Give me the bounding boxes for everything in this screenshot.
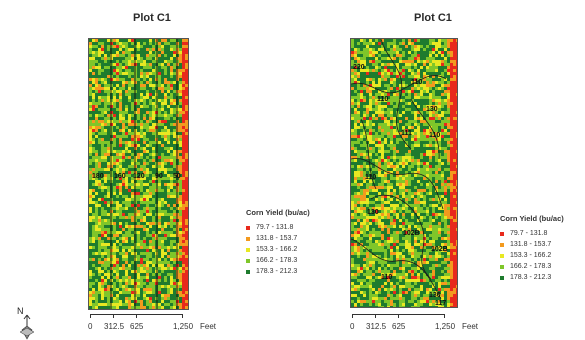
- soil-unit-label: 110: [377, 96, 388, 103]
- yield-legend-left: Corn Yield (bu/ac) 79.7 - 131.8 131.8 - …: [246, 208, 310, 277]
- soil-unit-label: 110: [411, 79, 422, 86]
- scale-tick: [90, 314, 91, 318]
- legend-item: 153.3 - 166.2: [246, 244, 310, 255]
- legend-item: 79.7 - 131.8: [246, 222, 310, 233]
- scale-label: 312.5: [104, 322, 125, 331]
- soil-boundary: [351, 157, 444, 210]
- north-label: N: [17, 306, 24, 316]
- scale-label: 0: [88, 322, 93, 331]
- scale-label: 625: [392, 322, 406, 331]
- scale-tick: [444, 314, 445, 318]
- legend-swatch: [500, 242, 504, 247]
- soil-unit-label: 130: [429, 292, 441, 299]
- legend-swatch: [246, 236, 250, 241]
- yield-map-left[interactable]: 180 160 120 90 50: [88, 38, 189, 310]
- soil-unit-label: 220: [353, 64, 365, 71]
- soil-boundary: [360, 118, 377, 190]
- soil-unit-label: 110: [429, 132, 440, 139]
- yield-map-left-canvas: 180 160 120 90 50: [89, 39, 188, 309]
- soil-unit-label: 110: [365, 174, 376, 181]
- map-title-right: Plot C1: [414, 12, 452, 24]
- soil-unit-label: 111: [401, 130, 412, 137]
- legend-swatch: [500, 264, 504, 269]
- scale-units: Feet: [200, 322, 217, 331]
- zone-label: 120: [133, 173, 145, 180]
- legend-item: 178.3 - 212.3: [246, 266, 310, 277]
- soil-boundary: [410, 98, 440, 160]
- scale-label: 625: [130, 322, 144, 331]
- zone-label: 90: [155, 173, 163, 180]
- zone-label: 160: [114, 173, 126, 180]
- zone-label: 50: [173, 173, 181, 180]
- soil-boundary: [351, 238, 442, 300]
- legend-item: 153.3 - 166.2: [500, 250, 564, 261]
- scale-tick: [352, 314, 353, 318]
- north-arrow-icon: N: [17, 306, 36, 340]
- soil-unit-label: 130: [367, 209, 379, 216]
- scale-tick: [398, 314, 399, 318]
- legend-swatch: [246, 247, 250, 252]
- legend-item: 79.7 - 131.8: [500, 228, 564, 239]
- legend-item: 131.8 - 153.7: [246, 233, 310, 244]
- zone-label: 180: [92, 173, 104, 180]
- scale-units: Feet: [462, 322, 479, 331]
- legend-label: 166.2 - 178.3: [256, 257, 298, 264]
- soil-unit-label: 117: [435, 300, 446, 307]
- legend-title: Corn Yield (bu/ac): [246, 208, 310, 217]
- legend-swatch: [246, 258, 250, 263]
- legend-item: 131.8 - 153.7: [500, 239, 564, 250]
- legend-swatch: [500, 231, 504, 236]
- legend-swatch: [246, 269, 250, 274]
- soil-boundary: [370, 194, 432, 280]
- soil-boundary: [351, 75, 447, 94]
- soil-unit-label: 130: [426, 106, 438, 113]
- legend-label: 178.3 - 212.3: [256, 268, 298, 275]
- legend-swatch: [500, 275, 504, 280]
- yield-legend-right: Corn Yield (bu/ac) 79.7 - 131.8 131.8 - …: [500, 214, 564, 283]
- soil-unit-label: 102B: [431, 246, 448, 253]
- legend-label: 153.3 - 166.2: [510, 252, 552, 259]
- legend-label: 153.3 - 166.2: [256, 246, 298, 253]
- scale-label: 312.5: [366, 322, 387, 331]
- legend-label: 178.3 - 212.3: [510, 274, 552, 281]
- legend-label: 166.2 - 178.3: [510, 263, 552, 270]
- soil-unit-label: 110: [381, 274, 392, 281]
- soil-boundary: [380, 39, 412, 150]
- legend-swatch: [246, 225, 250, 230]
- legend-label: 131.8 - 153.7: [510, 241, 552, 248]
- scale-label: 1,250: [435, 322, 456, 331]
- legend-label: 79.7 - 131.8: [256, 224, 294, 231]
- map-title-left: Plot C1: [133, 12, 171, 24]
- legend-item: 178.3 - 212.3: [500, 272, 564, 283]
- legend-label: 131.8 - 153.7: [256, 235, 298, 242]
- soil-unit-label: 102B: [403, 230, 420, 237]
- scale-label: 1,250: [173, 322, 194, 331]
- legend-swatch: [500, 253, 504, 258]
- scale-tick: [113, 314, 114, 318]
- scale-tick: [375, 314, 376, 318]
- yield-map-right[interactable]: 220 110 110 130 111 110 110 130 102B 110 102B 130 11…: [350, 38, 458, 308]
- scale-tick: [182, 314, 183, 318]
- legend-item: 166.2 - 178.3: [500, 261, 564, 272]
- legend-title: Corn Yield (bu/ac): [500, 214, 564, 223]
- legend-item: 166.2 - 178.3: [246, 255, 310, 266]
- scale-label: 0: [350, 322, 355, 331]
- scale-tick: [136, 314, 137, 318]
- legend-label: 79.7 - 131.8: [510, 230, 548, 237]
